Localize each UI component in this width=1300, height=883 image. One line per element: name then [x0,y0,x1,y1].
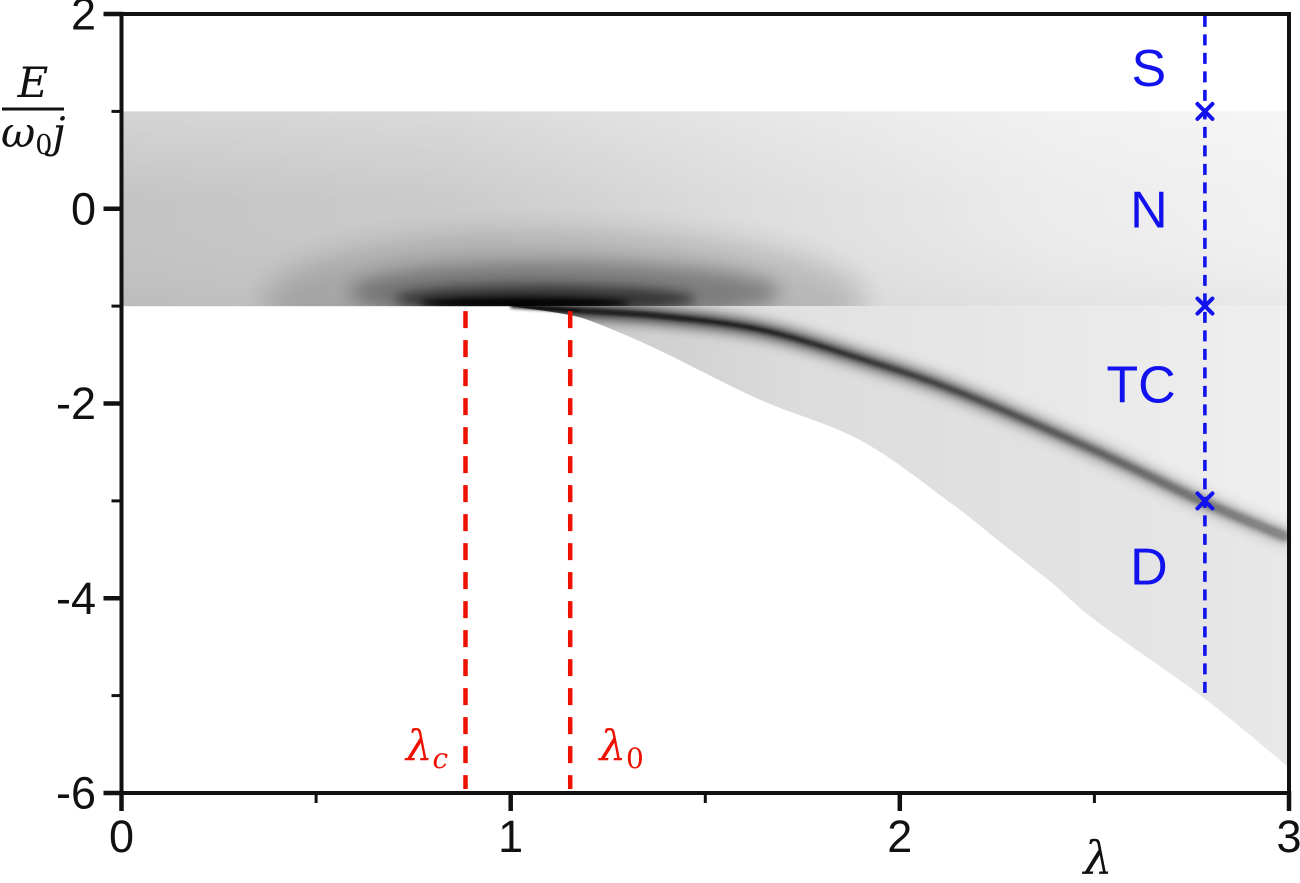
tc-region [510,306,1289,538]
cross-marker [1195,296,1215,316]
svg-text:E: E [17,58,49,107]
x-tick-label: 1 [498,811,523,862]
axis-ticks [103,11,1292,811]
tick-labels: 0 1 2 3 2 0 -2 -4 -6 [56,0,1300,862]
cross-marker [1195,491,1215,511]
y-tick-label: 2 [71,0,96,40]
region-label-n: N [1130,181,1168,239]
y-tick-label: -6 [56,768,96,819]
x-tick-label: 0 [109,811,134,862]
sample-cut-line-group: S N TC D [1106,15,1215,696]
region-label-tc: TC [1106,357,1175,415]
esqpt-curve [510,304,1290,540]
d-region [510,306,1289,768]
reference-label-lambda_0: λ0 [597,721,643,775]
y-tick-label: -2 [56,378,96,429]
x-axis-label: λ [1081,831,1112,883]
normal-band [121,111,1289,307]
x-tick-label: 2 [887,811,912,862]
region-label-s: S [1132,40,1167,98]
y-tick-label: 0 [71,183,96,234]
y-tick-label: -4 [56,573,96,624]
x-tick-label: 3 [1276,811,1300,862]
region-label-d: D [1130,539,1168,597]
cross-marker [1195,101,1215,121]
svg-text:ω0j: ω0j [1,108,65,161]
